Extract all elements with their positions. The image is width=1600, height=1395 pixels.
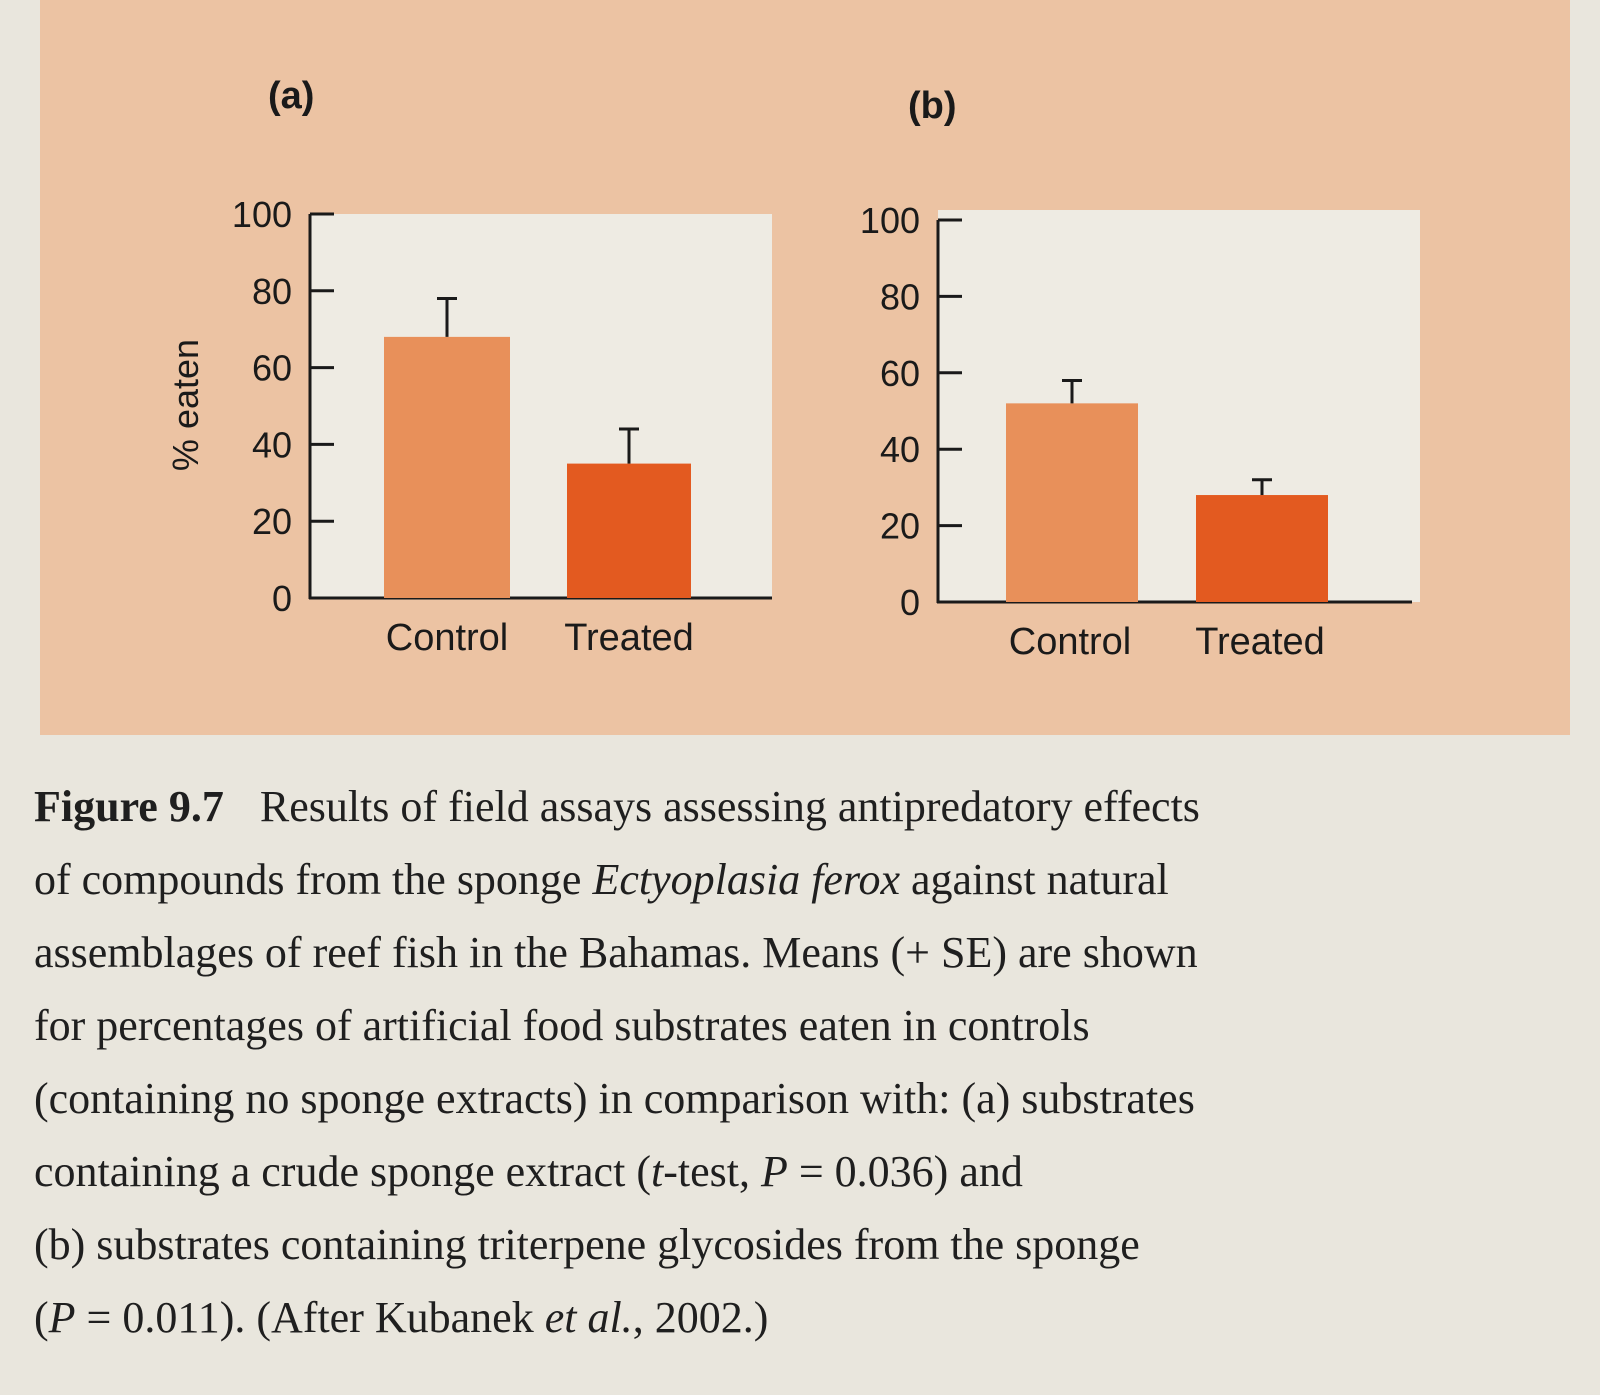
y-tick-label: 100 xyxy=(232,194,292,235)
y-tick-label: 60 xyxy=(252,348,292,389)
y-axis-label: % eaten xyxy=(165,339,206,471)
bar-treated xyxy=(1196,495,1328,602)
chart-b: (b) 0 20 40 60 80 100 Control Treated xyxy=(860,85,1420,663)
caption-line-1: Figure 9.7 Results of field assays assess… xyxy=(34,782,1200,831)
bar-control xyxy=(1006,403,1138,602)
figure-number: Figure 9.7 xyxy=(34,782,224,831)
bar-control xyxy=(384,336,510,598)
caption-line-6: containing a crude sponge extract (t-tes… xyxy=(34,1147,1023,1196)
y-tick-label: 20 xyxy=(252,501,292,542)
plot-background xyxy=(310,214,772,598)
category-label: Treated xyxy=(1195,621,1325,663)
y-tick-label: 0 xyxy=(900,582,920,623)
caption-line-8: (P = 0.011). (After Kubanek et al., 2002… xyxy=(34,1293,769,1342)
bar-treated xyxy=(567,463,691,598)
category-label: Control xyxy=(1009,621,1132,663)
category-label: Control xyxy=(386,617,509,659)
category-label: Treated xyxy=(564,617,694,659)
caption-line-2: of compounds from the sponge Ectyoplasia… xyxy=(34,855,1169,904)
species-name: Ectyoplasia ferox xyxy=(592,855,900,904)
panel-label: (a) xyxy=(268,75,314,117)
y-tick-label: 60 xyxy=(880,353,920,394)
figure-panel: (a) 0 20 40 60 80 100 Control Treated % eaten (b)… xyxy=(40,0,1570,735)
y-tick-label: 0 xyxy=(272,578,292,619)
panel-label: (b) xyxy=(908,85,957,127)
caption-line-7: (b) substrates containing triterpene gly… xyxy=(34,1220,1140,1269)
y-tick-label: 40 xyxy=(880,429,920,470)
y-tick-label: 100 xyxy=(860,200,920,241)
y-tick-label: 40 xyxy=(252,424,292,465)
bar-charts: (a) 0 20 40 60 80 100 Control Treated % eaten (b)… xyxy=(165,75,1420,663)
caption-line-3: assemblages of reef fish in the Bahamas.… xyxy=(34,928,1198,977)
y-tick-label: 80 xyxy=(252,271,292,312)
caption-line-4: for percentages of artificial food subst… xyxy=(34,1001,1090,1050)
y-tick-label: 80 xyxy=(880,276,920,317)
figure-caption: Figure 9.7 Results of field assays assess… xyxy=(34,770,1534,1354)
caption-line-5: (containing no sponge extracts) in compa… xyxy=(34,1074,1195,1123)
y-tick-label: 20 xyxy=(880,506,920,547)
chart-a: (a) 0 20 40 60 80 100 Control Treated % eaten xyxy=(165,75,772,659)
